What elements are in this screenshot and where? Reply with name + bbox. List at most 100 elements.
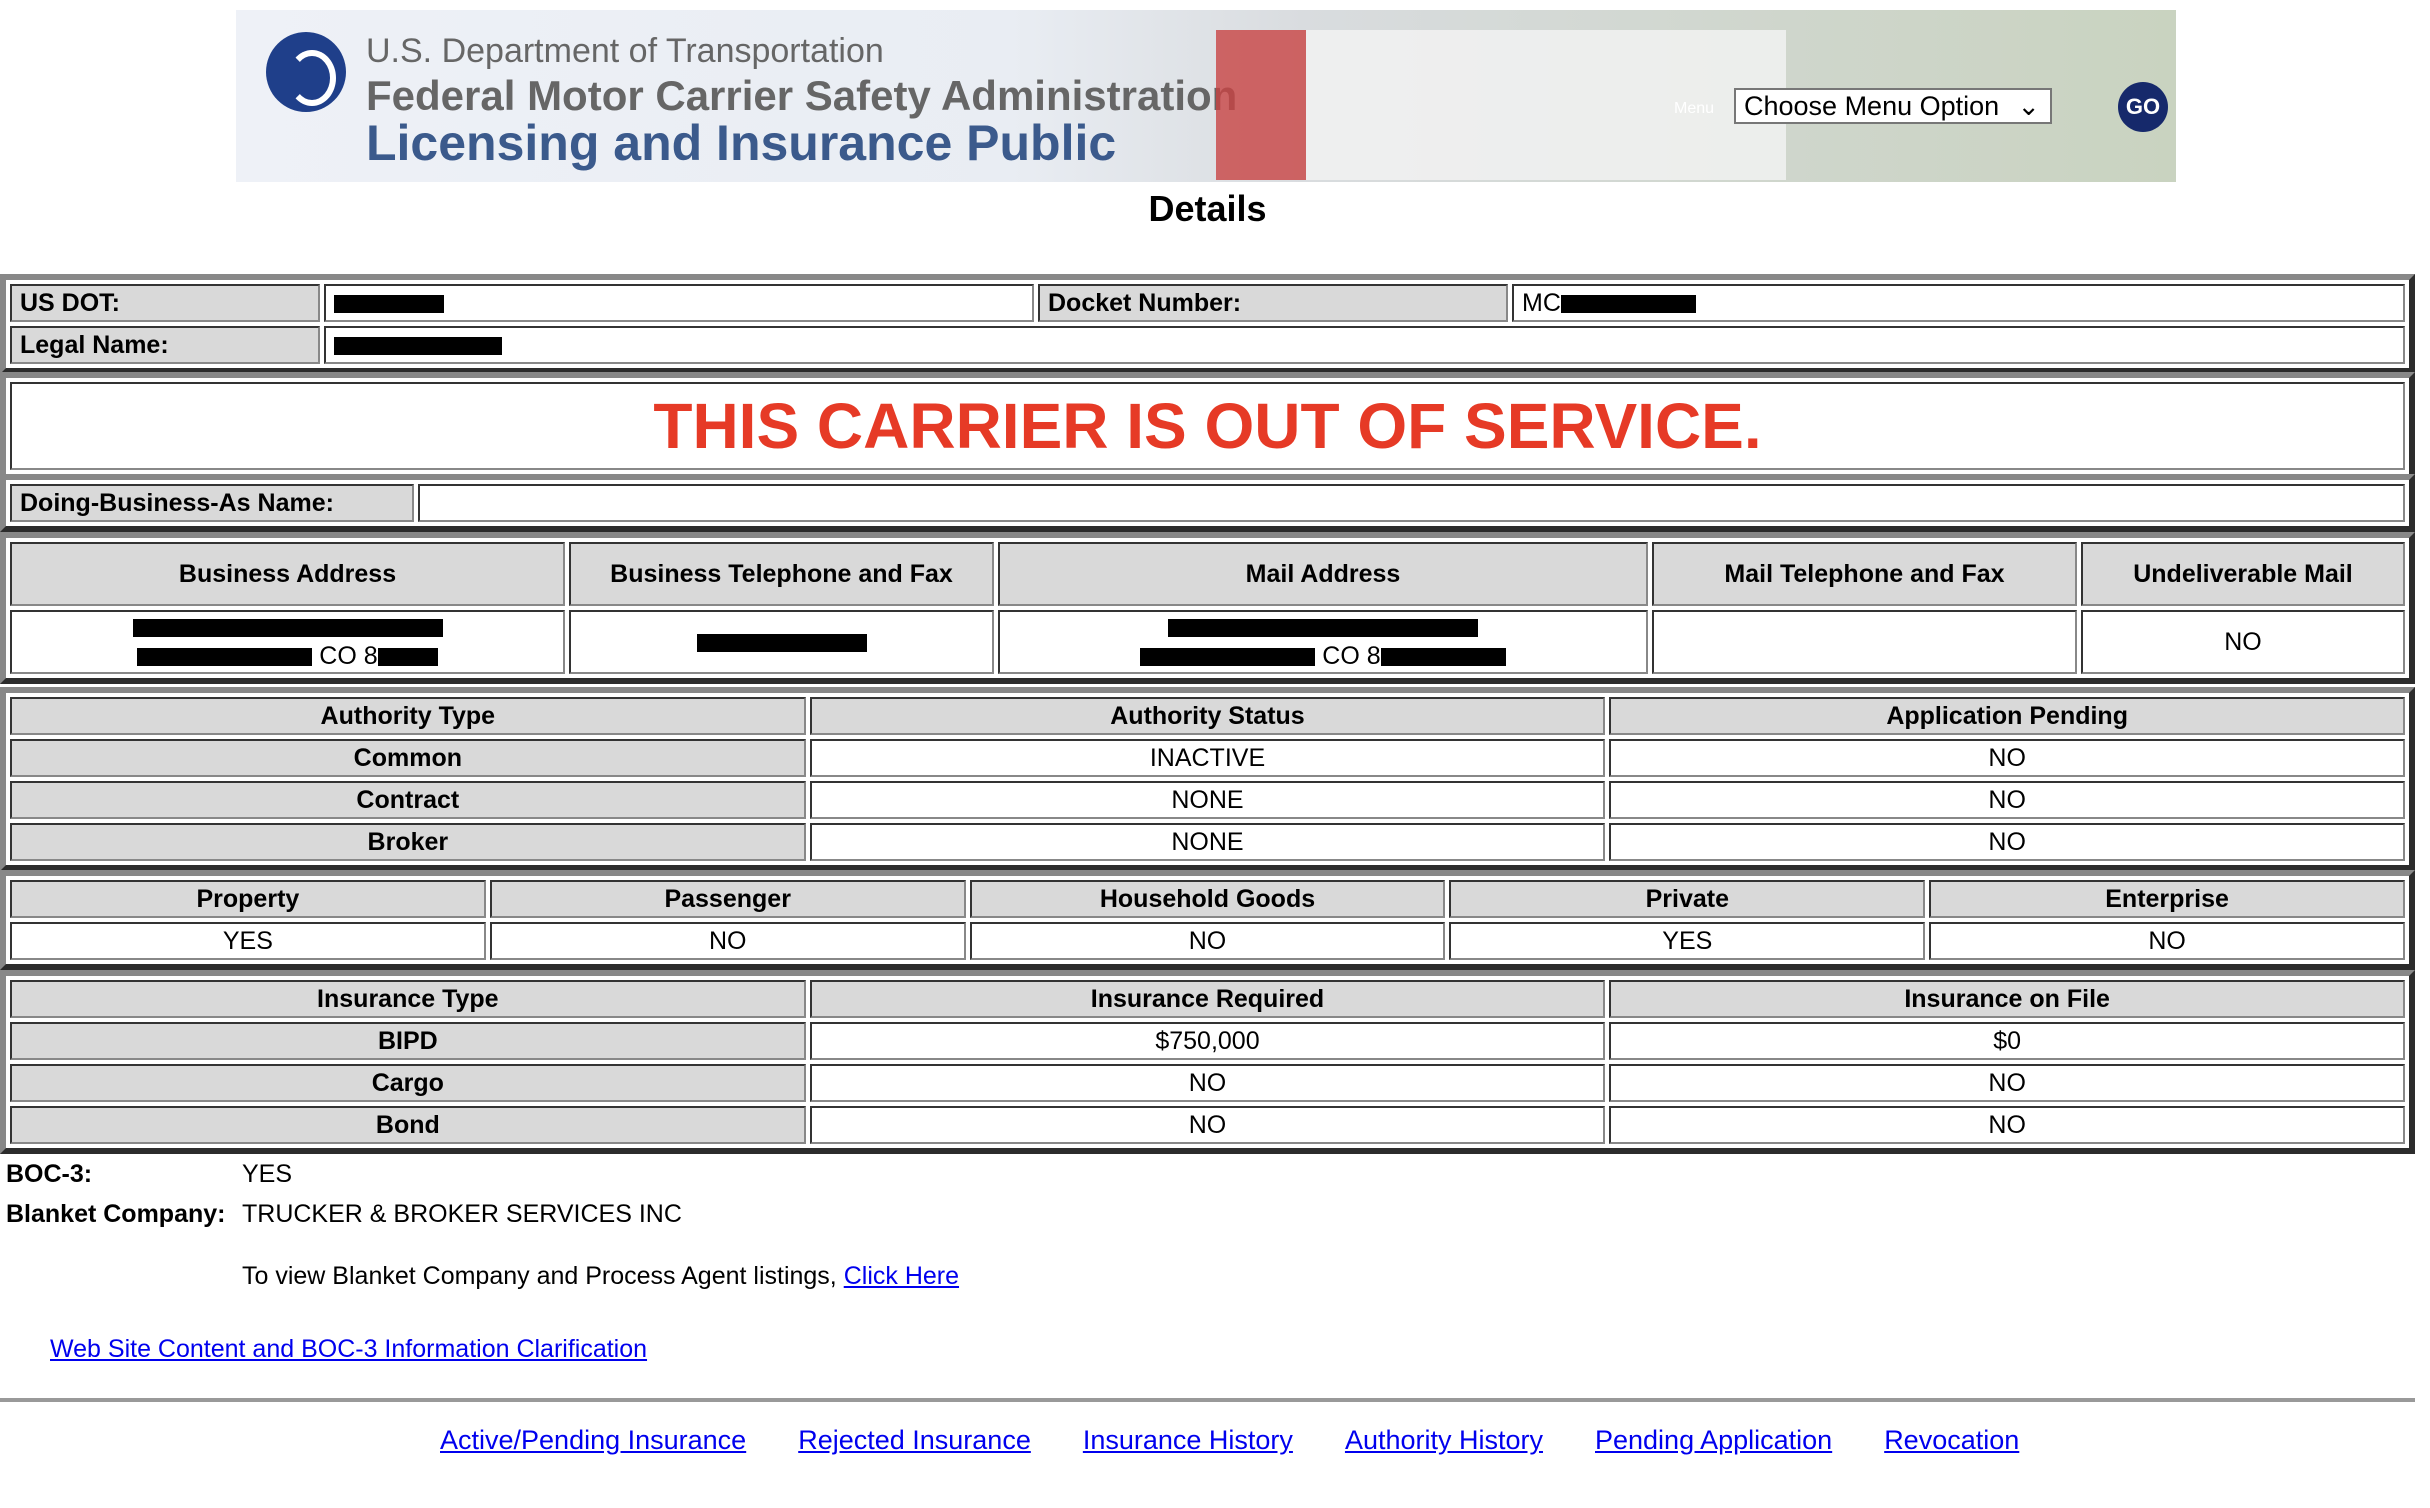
header-insurance-required: Insurance Required — [809, 980, 1606, 1018]
view-text: To view Blanket Company and Process Agen… — [242, 1262, 837, 1290]
header-mail-address: Mail Address — [998, 542, 1648, 606]
authority-type: Contract — [10, 781, 806, 819]
docket-value: MC — [1512, 284, 2405, 322]
divider — [0, 1398, 2415, 1402]
authority-status: INACTIVE — [809, 739, 1606, 777]
application-pending: NO — [1609, 823, 2405, 861]
boc3-value: YES — [242, 1160, 293, 1188]
menu-select[interactable]: Choose Menu Option ⌄ — [1734, 88, 2052, 124]
mail-address: CO 8 — [998, 610, 1648, 674]
go-button[interactable]: GO — [2118, 82, 2168, 132]
insurance-type: Bond — [10, 1106, 806, 1144]
header-undeliverable: Undeliverable Mail — [2081, 542, 2405, 606]
footer-link-pending-application[interactable]: Pending Application — [1595, 1425, 1833, 1455]
insurance-type: Cargo — [10, 1064, 806, 1102]
click-here-link[interactable]: Click Here — [843, 1262, 960, 1290]
footer-link-authority-history[interactable]: Authority History — [1344, 1425, 1543, 1455]
table-row: Contract NONE NO — [10, 781, 2405, 819]
business-state: CO 8 — [319, 642, 378, 670]
usdot-value — [324, 284, 1034, 322]
header-banner: U.S. Department of Transportation Federa… — [236, 10, 2176, 182]
header-passenger: Passenger — [489, 880, 966, 918]
mail-phone — [1652, 610, 2077, 674]
docket-prefix: MC — [1522, 288, 1561, 317]
property-value: YES — [10, 922, 486, 960]
out-of-service-banner: THIS CARRIER IS OUT OF SERVICE. — [10, 382, 2405, 470]
header-application-pending: Application Pending — [1609, 697, 2405, 735]
cargo-section: Property Passenger Household Goods Private E… — [0, 870, 2415, 970]
insurance-on-file: $0 — [1609, 1022, 2405, 1060]
footer-link-revocation[interactable]: Revocation — [1884, 1425, 2020, 1455]
agency-name: Federal Motor Carrier Safety Administrat… — [366, 72, 1238, 119]
redaction — [1560, 294, 1696, 313]
chevron-down-icon: ⌄ — [2017, 91, 2040, 121]
authority-section: Authority Type Authority Status Applicatio… — [0, 687, 2415, 871]
oos-section: THIS CARRIER IS OUT OF SERVICE. — [0, 372, 2415, 480]
table-row: Bond NO NO — [10, 1106, 2405, 1144]
table-row: Cargo NO NO — [10, 1064, 2405, 1102]
usdot-label: US DOT: — [10, 284, 320, 322]
clarification-link[interactable]: Web Site Content and BOC-3 Information C… — [50, 1335, 648, 1363]
authority-status: NONE — [809, 823, 1606, 861]
redaction — [1380, 648, 1506, 667]
menu-label: Menu — [1674, 100, 1715, 117]
business-phone — [569, 610, 994, 674]
insurance-on-file: NO — [1609, 1106, 2405, 1144]
insurance-required: NO — [809, 1106, 1606, 1144]
undeliverable-value: NO — [2081, 610, 2405, 674]
redaction — [1140, 648, 1316, 667]
carrier-id-section: US DOT: Docket Number: MC Legal Name: — [0, 274, 2415, 374]
insurance-required: $750,000 — [809, 1022, 1606, 1060]
redaction — [137, 648, 313, 667]
application-pending: NO — [1609, 739, 2405, 777]
header-authority-status: Authority Status — [809, 697, 1606, 735]
household-goods-value: NO — [969, 922, 1446, 960]
authority-type: Common — [10, 739, 806, 777]
header-private: Private — [1449, 880, 1926, 918]
enterprise-value: NO — [1929, 922, 2405, 960]
header-insurance-type: Insurance Type — [10, 980, 806, 1018]
insurance-on-file: NO — [1609, 1064, 2405, 1102]
blanket-listing-text: To view Blanket Company and Process Agen… — [242, 1262, 959, 1291]
dba-section: Doing-Business-As Name: — [0, 474, 2415, 532]
application-pending: NO — [1609, 781, 2405, 819]
blanket-company-label: Blanket Company: — [6, 1200, 226, 1228]
page-title: Details — [1148, 188, 1267, 229]
private-value: YES — [1449, 922, 1926, 960]
docket-label: Docket Number: — [1038, 284, 1508, 322]
address-section: Business Address Business Telephone and F… — [0, 532, 2415, 684]
header-property: Property — [10, 880, 486, 918]
footer-link-insurance-history[interactable]: Insurance History — [1082, 1425, 1293, 1455]
header-enterprise: Enterprise — [1929, 880, 2405, 918]
header-insurance-on-file: Insurance on File — [1609, 980, 2405, 1018]
legal-name-value — [324, 326, 2405, 364]
legal-name-label: Legal Name: — [10, 326, 320, 364]
dept-name: U.S. Department of Transportation — [366, 32, 884, 70]
footer-link-rejected-insurance[interactable]: Rejected Insurance — [798, 1425, 1031, 1455]
authority-status: NONE — [809, 781, 1606, 819]
blanket-company-value: TRUCKER & BROKER SERVICES INC — [242, 1200, 682, 1228]
authority-type: Broker — [10, 823, 806, 861]
boc3-label: BOC-3: — [6, 1160, 93, 1188]
redaction — [377, 648, 438, 667]
mail-state: CO 8 — [1322, 642, 1381, 670]
truck-image — [1216, 30, 1786, 180]
redaction — [334, 294, 444, 313]
table-row: Broker NONE NO — [10, 823, 2405, 861]
footer-nav: Active/Pending Insurance Rejected Insuran… — [440, 1425, 2071, 1456]
header-mail-phone: Mail Telephone and Fax — [1652, 542, 2077, 606]
table-row: BIPD $750,000 $0 — [10, 1022, 2405, 1060]
dot-logo-icon — [266, 32, 346, 112]
insurance-required: NO — [809, 1064, 1606, 1102]
header-household-goods: Household Goods — [969, 880, 1446, 918]
redaction — [696, 633, 867, 652]
dba-value — [418, 484, 2405, 522]
insurance-type: BIPD — [10, 1022, 806, 1060]
redaction — [334, 336, 502, 355]
table-row: Common INACTIVE NO — [10, 739, 2405, 777]
redaction — [1168, 619, 1478, 638]
footer-link-active-pending-insurance[interactable]: Active/Pending Insurance — [440, 1425, 747, 1455]
app-name: Licensing and Insurance Public — [366, 115, 1117, 171]
business-address: CO 8 — [10, 610, 565, 674]
redaction — [132, 619, 443, 638]
